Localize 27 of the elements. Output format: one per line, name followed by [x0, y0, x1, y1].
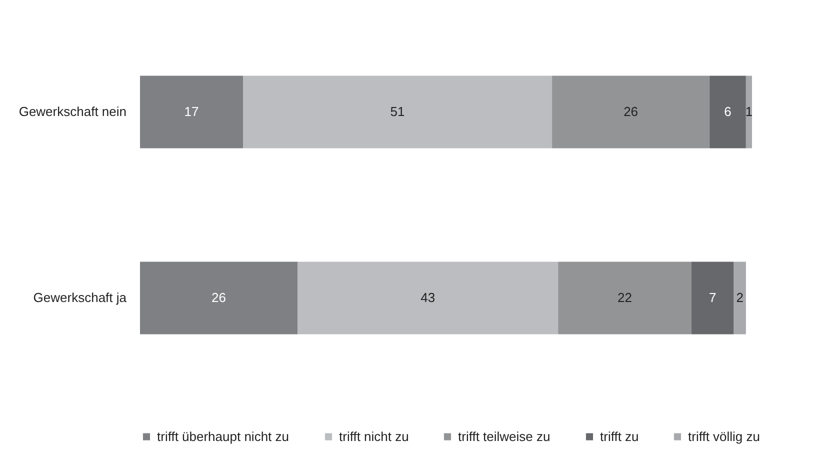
bar [746, 76, 752, 148]
legend-label: trifft teilweise zu [458, 428, 550, 444]
data-label: 7 [708, 290, 716, 305]
data-label: 2 [736, 290, 744, 305]
bar [140, 262, 298, 334]
data-label: 43 [420, 290, 436, 305]
bar [140, 76, 244, 148]
data-label: 22 [618, 290, 632, 305]
bar [298, 262, 558, 334]
y-tick-label: Gewerkschaft ja [33, 290, 128, 305]
data-label: 17 [184, 104, 199, 120]
bar [552, 76, 710, 148]
data-label: 26 [624, 104, 638, 120]
bar [734, 262, 746, 334]
legend-label: trifft zu [600, 428, 639, 444]
data-label: 1 [745, 104, 753, 120]
data-label: 51 [390, 104, 405, 120]
data-label: 6 [724, 104, 732, 120]
legend-label: trifft nicht zu [339, 428, 409, 444]
legend-label: trifft überhaupt nicht zu [157, 428, 290, 444]
bar [558, 262, 692, 334]
bar [710, 76, 746, 148]
bar [243, 76, 552, 148]
data-label: 26 [212, 290, 226, 305]
y-tick-label: Gewerkschaft nein [18, 104, 126, 120]
legend-label: trifft völlig zu [688, 428, 760, 444]
bar [691, 262, 734, 334]
